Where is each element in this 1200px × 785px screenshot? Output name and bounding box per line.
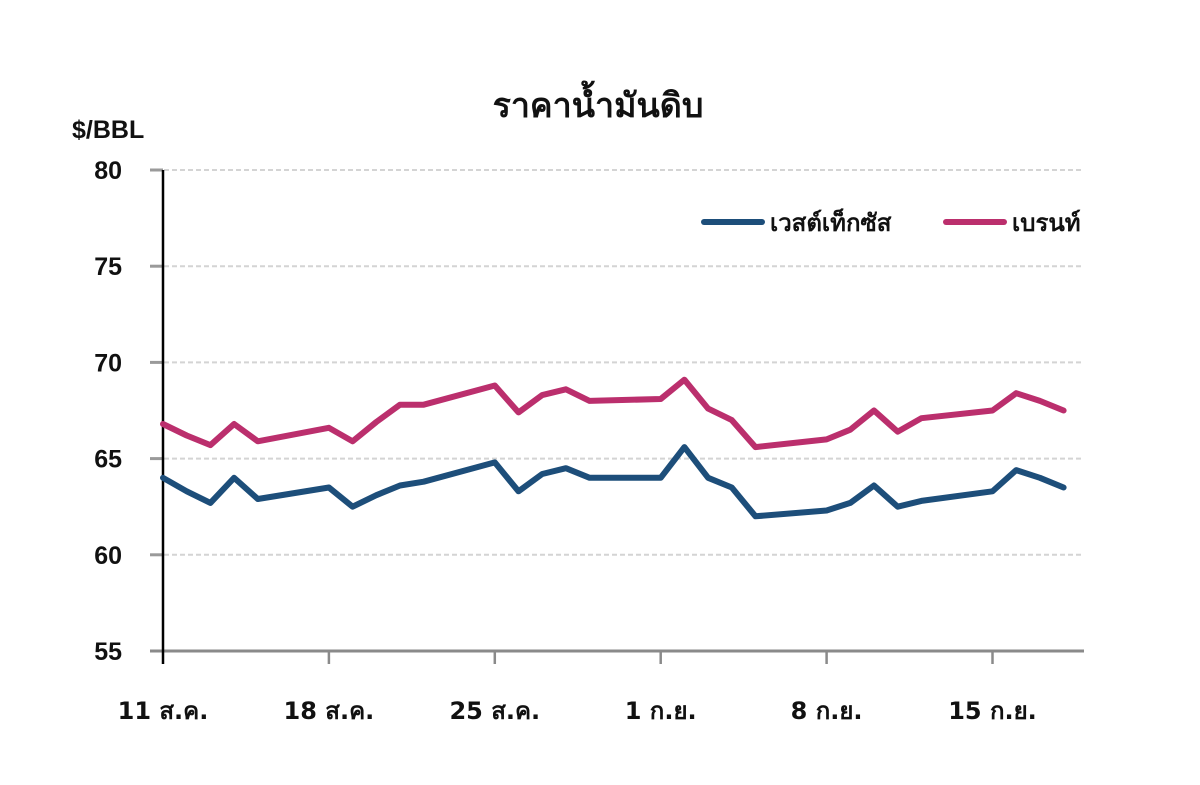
- legend-item-brent: เบรนท์: [943, 209, 1081, 237]
- y-tick-label: 75: [94, 253, 122, 281]
- legend: เวสต์เท็กซัส เบรนท์: [701, 208, 1081, 237]
- series-lines: [160, 376, 1067, 520]
- brent-price-line: [160, 376, 1067, 451]
- y-tick-label: 80: [94, 157, 122, 185]
- x-tick-label: 1 ก.ย.: [625, 697, 697, 725]
- x-tick-label: 18 ส.ค.: [284, 697, 375, 725]
- x-tick-label: 25 ส.ค.: [449, 697, 540, 725]
- y-axis-ticks: 55 60 65 70 75 80: [94, 157, 163, 666]
- x-tick-label: 8 ก.ย.: [791, 697, 863, 725]
- x-tick-label: 15 ก.ย.: [948, 697, 1037, 725]
- x-axis-ticks: 11 ส.ค. 18 ส.ค. 25 ส.ค. 1 ก.ย. 8 ก.ย. 15 ก.ย.: [118, 651, 1037, 725]
- legend-label-wti: เวสต์เท็กซัส: [770, 208, 892, 237]
- wti-price-line: [160, 444, 1067, 520]
- legend-item-wti: เวสต์เท็กซัส: [701, 208, 892, 237]
- y-tick-label: 60: [94, 542, 122, 570]
- y-axis-unit-label: $/BBL: [72, 116, 144, 144]
- y-tick-label: 65: [94, 446, 122, 474]
- legend-label-brent: เบรนท์: [1012, 209, 1081, 237]
- y-tick-label: 55: [94, 638, 122, 666]
- chart-title: ราคาน้ำมันดิบ: [493, 80, 704, 126]
- x-tick-label: 11 ส.ค.: [118, 697, 209, 725]
- gridlines: [164, 169, 1084, 556]
- y-tick-label: 70: [94, 349, 122, 377]
